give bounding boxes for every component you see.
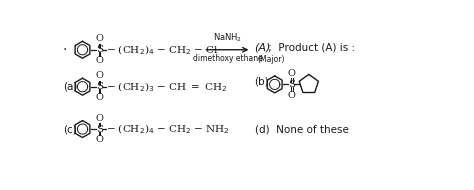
Text: ·: · bbox=[63, 43, 67, 57]
Text: O: O bbox=[96, 71, 103, 80]
Text: $\mathregular{-}$ (CH$_2$)$_3$ $\mathregular{-}$ CH $=$ CH$_2$: $\mathregular{-}$ (CH$_2$)$_3$ $\mathreg… bbox=[106, 80, 228, 93]
Text: O: O bbox=[96, 135, 103, 144]
Text: S: S bbox=[288, 80, 295, 89]
Text: O: O bbox=[288, 69, 296, 78]
Text: S: S bbox=[96, 125, 103, 134]
Text: O: O bbox=[96, 34, 103, 44]
Text: (Major): (Major) bbox=[257, 55, 284, 64]
Text: O: O bbox=[96, 56, 103, 65]
Text: ;  Product (A) is :: ; Product (A) is : bbox=[264, 42, 355, 52]
Text: (c): (c) bbox=[63, 124, 77, 134]
Text: $\mathregular{-}$ (CH$_2$)$_4$ $\mathregular{-}$ CH$_2$ $\mathregular{-}$ NH$_2$: $\mathregular{-}$ (CH$_2$)$_4$ $\mathreg… bbox=[106, 122, 229, 136]
Text: (a): (a) bbox=[63, 82, 78, 92]
Text: O: O bbox=[288, 91, 296, 100]
Text: S: S bbox=[96, 82, 103, 91]
Text: (d)  None of these: (d) None of these bbox=[255, 124, 348, 134]
Text: O: O bbox=[96, 93, 103, 102]
Text: $\mathregular{-}$ (CH$_2$)$_4$ $\mathregular{-}$ CH$_2$ $\mathregular{-}$ Cl: $\mathregular{-}$ (CH$_2$)$_4$ $\mathreg… bbox=[106, 43, 219, 57]
Text: S: S bbox=[96, 45, 103, 54]
Text: (A): (A) bbox=[255, 42, 271, 52]
Text: dimethoxy ethane: dimethoxy ethane bbox=[192, 54, 262, 63]
Text: NaNH$_2$: NaNH$_2$ bbox=[213, 32, 242, 44]
Text: (b): (b) bbox=[255, 76, 269, 86]
Text: O: O bbox=[96, 114, 103, 123]
